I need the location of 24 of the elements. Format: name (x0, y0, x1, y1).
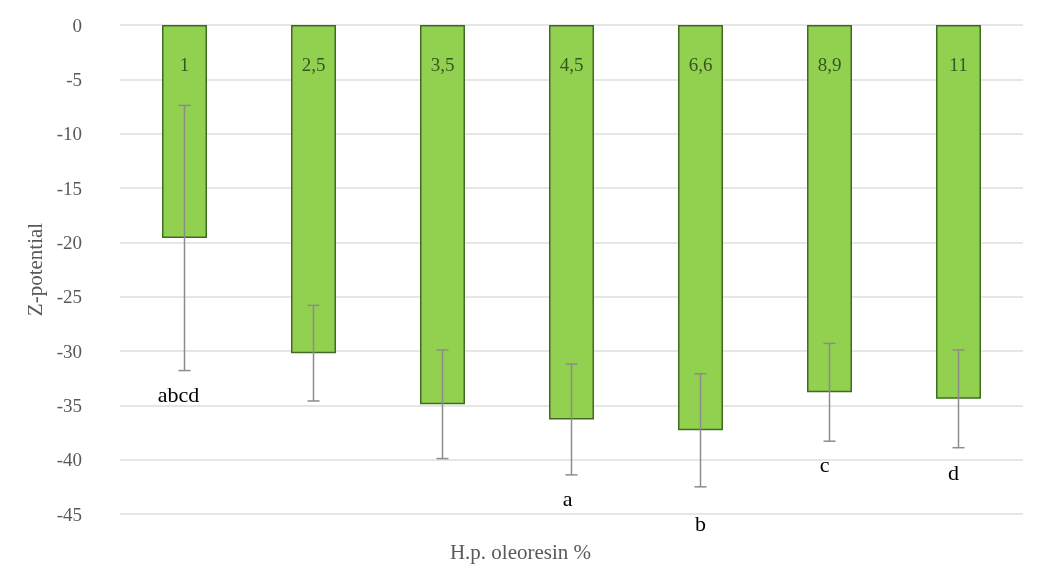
y-tick-label: -5 (66, 68, 82, 90)
annotation: a (562, 486, 573, 512)
annotation: abcd (157, 382, 200, 408)
annotation: d (948, 460, 959, 486)
x-tick-label: 4,5 (559, 54, 584, 75)
y-tick-label: 0 (72, 14, 82, 36)
annotation: c (819, 451, 830, 477)
x-tick-label: 8,9 (817, 54, 842, 75)
y-tick-label: -45 (56, 503, 82, 525)
x-axis-title: H.p. oleoresin % (449, 539, 592, 564)
y-tick-label: -40 (56, 449, 82, 471)
annotation: b (695, 511, 706, 537)
x-tick-label: 2,5 (301, 54, 326, 75)
y-tick-label: -20 (56, 231, 82, 253)
y-tick-label: -30 (56, 340, 82, 362)
x-tick-label: 11 (949, 54, 968, 75)
x-tick-label: 1 (179, 54, 190, 75)
y-tick-label: -25 (56, 286, 82, 308)
y-tick-label: -15 (56, 177, 82, 199)
y-axis-title: Z-potential (23, 222, 48, 317)
y-tick-label: -35 (56, 394, 82, 416)
x-tick-label: 6,6 (688, 54, 713, 75)
x-tick-label: 3,5 (430, 54, 455, 75)
y-tick-label: -10 (56, 123, 82, 145)
